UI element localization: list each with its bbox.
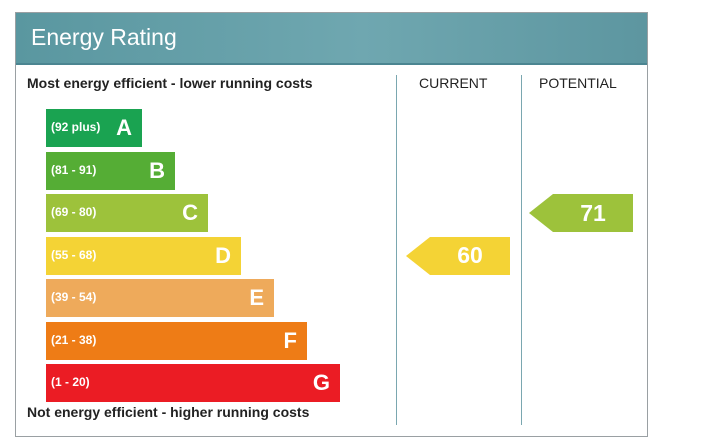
current-arrow-tip: [406, 236, 430, 275]
current-rating-arrow: 60: [406, 236, 510, 275]
band-e: (39 - 54) E: [46, 279, 274, 317]
current-divider: [396, 75, 397, 425]
potential-rating-arrow: 71: [529, 194, 633, 232]
header-bar: Energy Rating: [16, 13, 647, 65]
potential-arrow-tip: [529, 194, 553, 232]
band-letter: F: [283, 327, 297, 353]
band-letter: G: [312, 370, 330, 395]
band-letter: A: [116, 115, 132, 140]
energy-rating-panel: Energy Rating Most energy efficient - lo…: [15, 12, 648, 437]
band-range-label: (81 - 91): [51, 162, 97, 177]
band-range-label: (39 - 54): [51, 290, 97, 304]
top-label: Most energy efficient - lower running co…: [27, 75, 313, 91]
bottom-label: Not energy efficient - higher running co…: [27, 404, 310, 420]
band-b: (81 - 91) B: [46, 151, 175, 190]
band-letter: B: [149, 157, 165, 183]
header-title: Energy Rating: [31, 24, 177, 50]
band-range-label: (21 - 38): [51, 332, 97, 347]
potential-divider: [521, 75, 522, 425]
current-rating-value: 60: [430, 236, 510, 275]
band-f: (21 - 38) F: [46, 321, 307, 360]
band-range-label: (1 - 20): [51, 375, 90, 389]
band-range-label: (69 - 80): [51, 205, 97, 219]
band-g: (1 - 20) G: [46, 364, 340, 402]
band-a: (92 plus) A: [46, 109, 142, 147]
current-column-header: CURRENT: [419, 75, 488, 91]
band-range-label: (92 plus): [51, 120, 101, 134]
band-letter: C: [182, 200, 198, 225]
band-c: (69 - 80) C: [46, 194, 208, 232]
potential-rating-value: 71: [553, 194, 633, 232]
band-letter: D: [215, 242, 231, 268]
band-letter: E: [249, 285, 264, 310]
potential-column-header: POTENTIAL: [539, 75, 617, 91]
band-range-label: (55 - 68): [51, 247, 97, 262]
band-d: (55 - 68) D: [46, 236, 241, 275]
